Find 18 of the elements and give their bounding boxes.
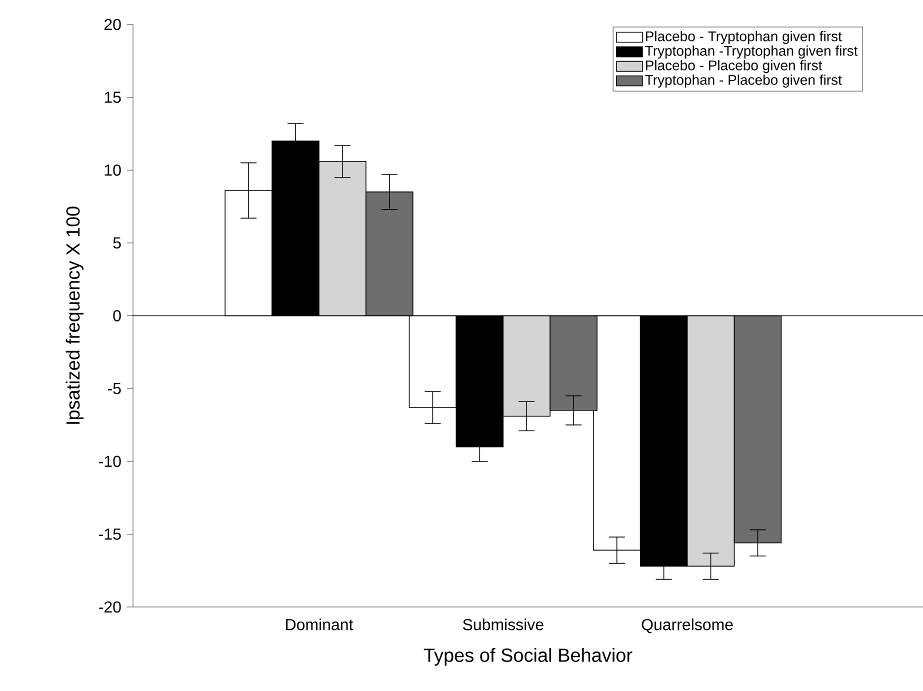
y-tick-label: -10	[99, 456, 121, 468]
y-tick-label: -20	[99, 601, 121, 613]
y-axis-title: Ipsatized frequency X 100	[66, 206, 84, 424]
y-tick-label: 5	[113, 237, 121, 249]
x-tick-label: Submissive	[462, 618, 544, 630]
y-tick-label: 15	[104, 92, 121, 103]
legend-label: Placebo - Tryptophan given first	[646, 31, 842, 44]
y-tick-label: 20	[104, 18, 121, 30]
legend-label: Tryptophan - Placebo given first	[645, 74, 842, 88]
legend-label: Placebo - Placebo given first	[646, 60, 822, 74]
x-axis-title: Types of Social Behavior	[424, 648, 632, 666]
x-tick-label: Dominant	[286, 618, 354, 630]
y-tick-label: -15	[99, 528, 121, 540]
legend-label: Tryptophan -Tryptophan given first	[645, 46, 858, 59]
y-tick-label: 0	[113, 310, 121, 322]
x-tick-label: Quarrelsome	[642, 618, 733, 634]
y-tick-label: -5	[108, 382, 121, 394]
y-tick-label: 10	[104, 164, 121, 176]
